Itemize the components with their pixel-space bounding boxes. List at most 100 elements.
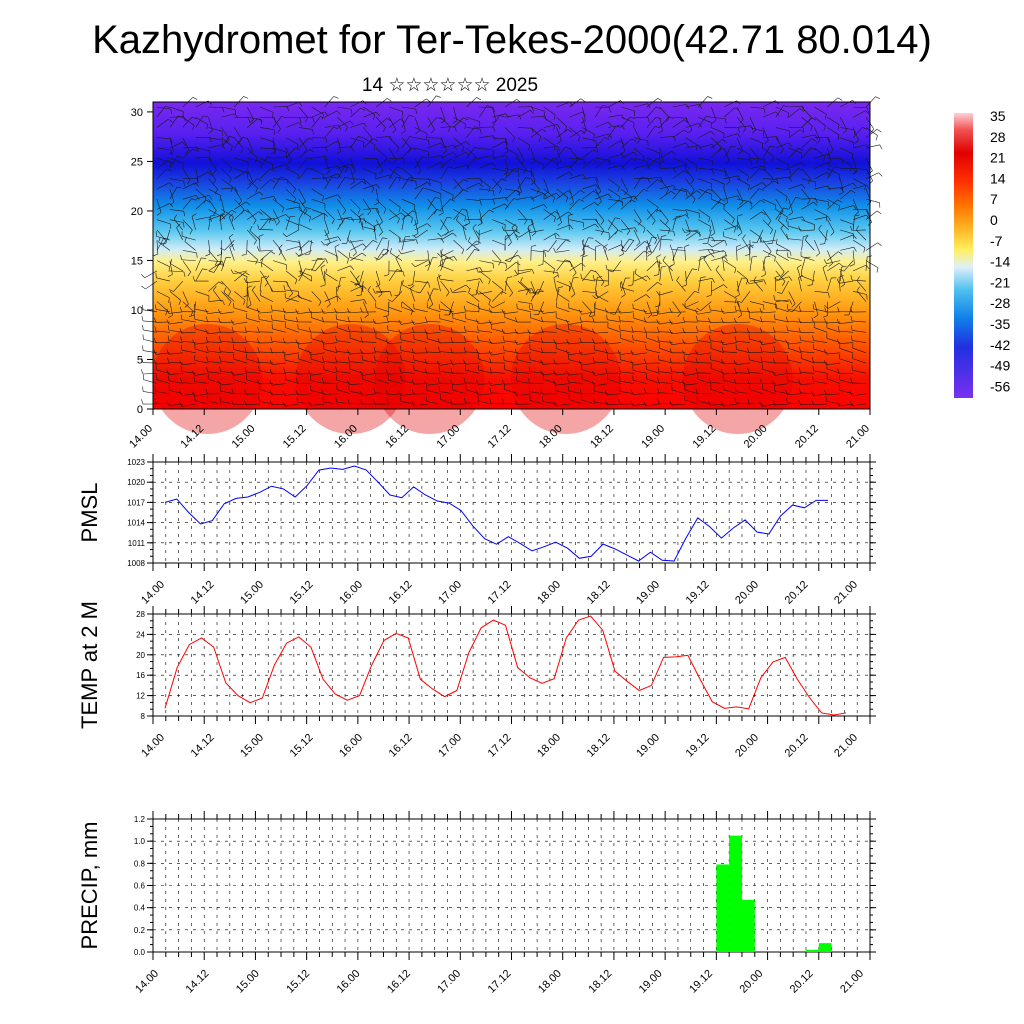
wind-barb-flag — [465, 141, 470, 146]
wind-barb-flag — [630, 350, 634, 355]
wind-barb — [646, 229, 658, 240]
wind-barb-flag — [156, 212, 162, 216]
wind-barb-flag — [307, 157, 313, 160]
wind-barb — [479, 270, 491, 280]
wind-barb-flag — [141, 285, 146, 290]
wind-barb-flag — [331, 176, 337, 179]
wind-barb-flag — [579, 388, 582, 394]
wind-barb-flag — [360, 317, 363, 323]
wind-barb-flag — [737, 302, 740, 308]
wind-barb-flag — [720, 147, 726, 151]
wind-barb — [827, 199, 838, 210]
wind-barb-flag — [396, 147, 400, 153]
wind-barb — [684, 342, 699, 345]
wind-barb-flag — [811, 117, 817, 121]
wind-barb — [761, 321, 776, 323]
wind-barb — [285, 147, 292, 161]
wind-barb — [414, 182, 428, 190]
wind-barb — [698, 253, 711, 261]
wind-barb — [749, 246, 751, 261]
wind-barb-flag — [709, 335, 711, 341]
wind-barb-flag — [375, 284, 381, 288]
wind-barb-flag — [428, 140, 430, 146]
wind-barb — [788, 347, 802, 354]
wind-barb-flag — [180, 254, 182, 260]
wind-barb-flag — [684, 119, 689, 123]
wind-barb — [620, 391, 635, 395]
wind-barb-flag — [307, 167, 313, 170]
wind-barb-flag — [505, 170, 508, 176]
wind-barb — [401, 137, 412, 149]
wind-barb — [349, 361, 364, 364]
wind-barb — [182, 148, 194, 159]
wind-barb — [324, 229, 331, 243]
wind-barb — [251, 289, 261, 302]
wind-barb-flag — [776, 292, 783, 294]
wind-barb — [762, 257, 766, 271]
wind-barb — [569, 260, 577, 274]
wind-barb-flag — [461, 249, 465, 255]
wind-barb-flag — [647, 251, 653, 253]
wind-barb-flag — [462, 223, 468, 227]
wind-barb-flag — [525, 290, 529, 296]
wind-barb-flag — [540, 370, 543, 376]
wind-barb — [594, 349, 609, 354]
wind-barb — [337, 166, 345, 179]
wind-barb-flag — [798, 400, 801, 405]
wind-barb-flag — [715, 265, 720, 270]
wind-barb — [440, 280, 450, 293]
wind-barb-flag — [786, 325, 788, 331]
wind-barb — [492, 197, 507, 200]
wind-barb — [208, 250, 218, 262]
wind-barb-flag — [348, 386, 350, 392]
wind-barb-flag — [785, 339, 788, 345]
wind-barb — [349, 239, 364, 243]
wind-barb-flag — [578, 309, 582, 315]
wind-barb — [259, 156, 268, 169]
wind-barb — [607, 311, 622, 314]
wind-barb — [156, 369, 170, 374]
wind-barb — [517, 301, 532, 304]
wind-barb-flag — [866, 144, 870, 150]
wind-barb — [220, 340, 235, 343]
wind-barb — [195, 156, 210, 159]
wind-barb — [582, 202, 595, 210]
wind-barb-flag — [214, 260, 218, 266]
colorbar-label: -7 — [990, 233, 1003, 249]
wind-barb — [672, 142, 686, 149]
wind-barb — [440, 106, 446, 121]
wind-barb — [492, 113, 506, 118]
wind-barb-flag — [581, 130, 587, 134]
wind-barb-flag — [603, 244, 608, 248]
wind-barb-flag — [454, 126, 457, 132]
wind-barb — [259, 277, 262, 292]
wind-barb — [234, 270, 248, 277]
wind-barb-flag — [747, 378, 750, 384]
wind-barb-flag — [518, 114, 522, 120]
wind-barb-flag — [604, 339, 608, 345]
wind-barb — [260, 106, 274, 113]
x-tick-label: 14.12 — [189, 732, 217, 760]
wind-barb-flag — [768, 251, 772, 256]
wind-barb-flag — [785, 196, 788, 202]
wind-barb-flag — [488, 380, 492, 386]
wind-barb-flag — [812, 303, 814, 309]
wind-barb-flag — [426, 98, 431, 103]
wind-barb — [505, 114, 519, 118]
wind-barb — [272, 137, 277, 152]
wind-barb-flag — [255, 187, 258, 193]
wind-barb — [285, 219, 299, 226]
wind-barb-flag — [325, 156, 328, 162]
wind-barb-flag — [709, 325, 711, 331]
wind-barb-flag — [347, 356, 350, 362]
wind-barb-flag — [681, 284, 687, 288]
wind-barb — [247, 229, 257, 241]
wind-barb-flag — [682, 370, 685, 376]
wind-barb-flag — [466, 164, 470, 170]
wind-barb-flag — [683, 170, 689, 174]
wind-barb — [311, 258, 318, 271]
wind-barb — [335, 287, 338, 302]
wind-barb-flag — [540, 389, 543, 395]
wind-barb — [813, 403, 828, 405]
wind-barb — [852, 279, 867, 282]
